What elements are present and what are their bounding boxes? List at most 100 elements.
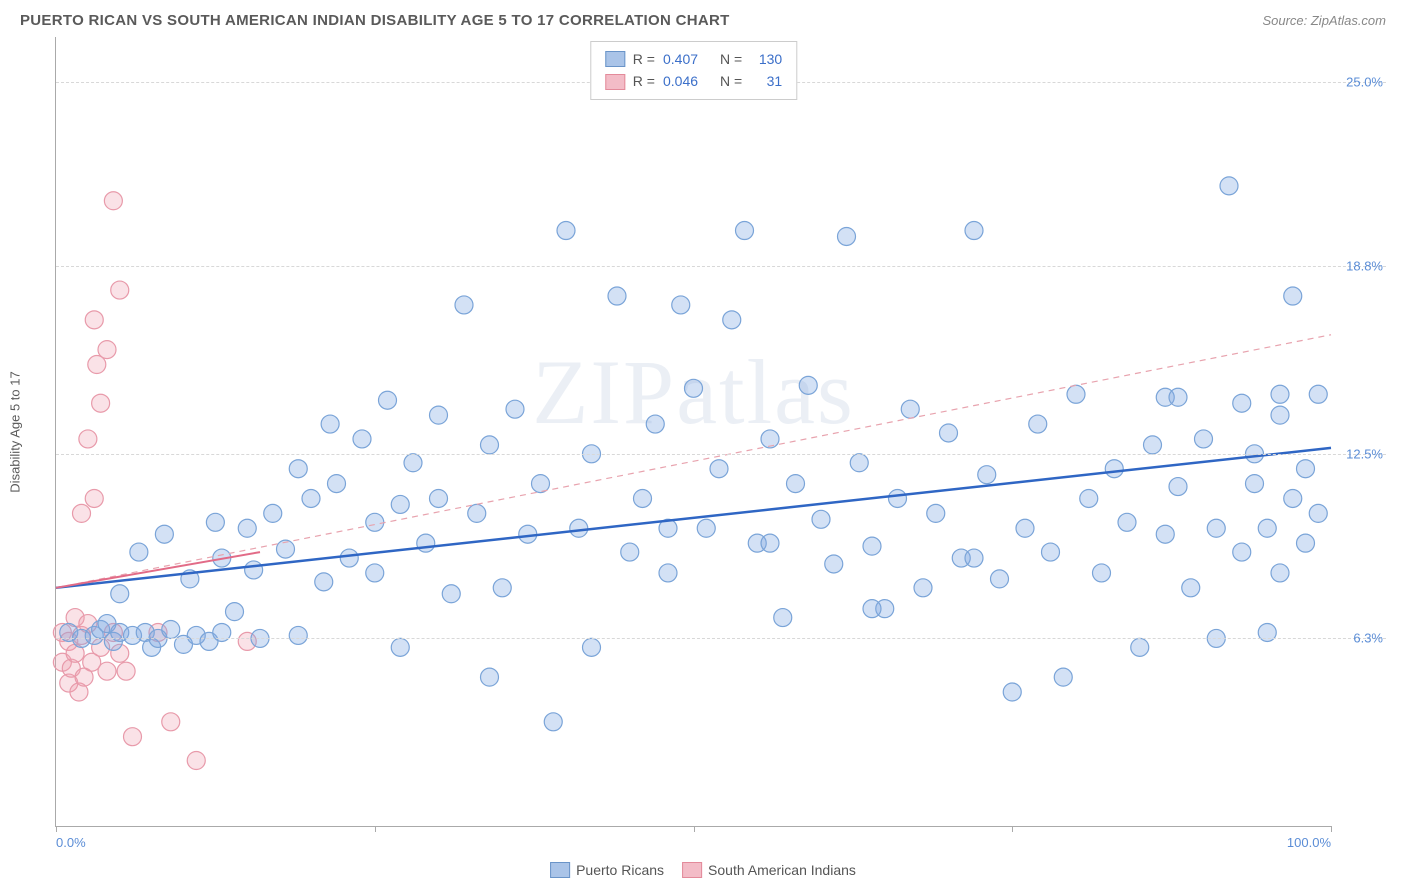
data-point xyxy=(965,222,983,240)
legend-item-puerto-ricans: Puerto Ricans xyxy=(550,862,664,878)
xtick xyxy=(1012,826,1013,832)
data-point xyxy=(672,296,690,314)
data-point xyxy=(787,475,805,493)
data-point xyxy=(130,543,148,561)
data-point xyxy=(442,585,460,603)
data-point xyxy=(1297,460,1315,478)
data-point xyxy=(685,379,703,397)
xtick-label: 100.0% xyxy=(1287,835,1331,850)
data-point xyxy=(1105,460,1123,478)
xtick-label: 0.0% xyxy=(56,835,86,850)
data-point xyxy=(1309,504,1327,522)
plot-area: ZIPatlas R = 0.407 N = 130 R = 0.046 N =… xyxy=(55,37,1331,827)
data-point xyxy=(206,513,224,531)
data-point xyxy=(1182,579,1200,597)
data-point xyxy=(1144,436,1162,454)
data-point xyxy=(1054,668,1072,686)
xtick xyxy=(375,826,376,832)
data-point xyxy=(289,626,307,644)
chart-header: PUERTO RICAN VS SOUTH AMERICAN INDIAN DI… xyxy=(0,0,1406,37)
data-point xyxy=(838,227,856,245)
ytick-label: 18.8% xyxy=(1346,259,1383,274)
data-point xyxy=(1169,388,1187,406)
gridline xyxy=(56,638,1386,639)
data-point xyxy=(430,406,448,424)
data-point xyxy=(1156,525,1174,543)
data-point xyxy=(736,222,754,240)
source-prefix: Source: xyxy=(1262,13,1310,28)
xtick xyxy=(694,826,695,832)
data-point xyxy=(92,394,110,412)
data-point xyxy=(583,638,601,656)
data-point xyxy=(889,489,907,507)
data-point xyxy=(73,504,91,522)
data-point xyxy=(430,489,448,507)
legend-r-label: R = xyxy=(633,48,655,70)
legend-swatch-puerto-ricans xyxy=(605,51,625,67)
data-point xyxy=(965,549,983,567)
data-point xyxy=(321,415,339,433)
data-point xyxy=(1271,564,1289,582)
data-point xyxy=(417,534,435,552)
gridline xyxy=(56,266,1386,267)
ytick-label: 12.5% xyxy=(1346,446,1383,461)
data-point xyxy=(940,424,958,442)
data-point xyxy=(481,436,499,454)
data-point xyxy=(1093,564,1111,582)
data-point xyxy=(79,430,97,448)
chart-source: Source: ZipAtlas.com xyxy=(1262,13,1386,28)
data-point xyxy=(1246,475,1264,493)
data-point xyxy=(315,573,333,591)
data-point xyxy=(404,454,422,472)
legend-row-2: R = 0.046 N = 31 xyxy=(605,70,782,92)
data-point xyxy=(825,555,843,573)
data-point xyxy=(570,519,588,537)
data-point xyxy=(1284,287,1302,305)
legend-r-label-2: R = xyxy=(633,70,655,92)
data-point xyxy=(104,192,122,210)
data-point xyxy=(353,430,371,448)
legend-r-value-1: 0.407 xyxy=(663,48,698,70)
data-point xyxy=(117,662,135,680)
data-point xyxy=(85,311,103,329)
data-point xyxy=(481,668,499,686)
legend-r-value-2: 0.046 xyxy=(663,70,698,92)
trend-line xyxy=(56,335,1331,588)
data-point xyxy=(991,570,1009,588)
data-point xyxy=(366,513,384,531)
legend-label-puerto-ricans: Puerto Ricans xyxy=(576,862,664,878)
data-point xyxy=(340,549,358,567)
data-point xyxy=(697,519,715,537)
data-point xyxy=(1284,489,1302,507)
xtick xyxy=(56,826,57,832)
data-point xyxy=(366,564,384,582)
data-point xyxy=(1271,406,1289,424)
data-point xyxy=(710,460,728,478)
data-point xyxy=(927,504,945,522)
legend-item-south-american-indians: South American Indians xyxy=(682,862,856,878)
trend-line xyxy=(56,448,1331,588)
data-point xyxy=(723,311,741,329)
legend-swatch-bottom-puerto-ricans xyxy=(550,862,570,878)
data-point xyxy=(506,400,524,418)
data-point xyxy=(328,475,346,493)
data-point xyxy=(391,495,409,513)
data-point xyxy=(850,454,868,472)
data-point xyxy=(1258,519,1276,537)
data-point xyxy=(1042,543,1060,561)
legend-row-1: R = 0.407 N = 130 xyxy=(605,48,782,70)
data-point xyxy=(863,537,881,555)
data-point xyxy=(1195,430,1213,448)
data-point xyxy=(914,579,932,597)
data-point xyxy=(812,510,830,528)
data-point xyxy=(162,620,180,638)
source-link[interactable]: ZipAtlas.com xyxy=(1311,13,1386,28)
data-point xyxy=(98,341,116,359)
data-point xyxy=(608,287,626,305)
legend-n-value-2: 31 xyxy=(750,70,782,92)
data-point xyxy=(1233,543,1251,561)
data-point xyxy=(659,564,677,582)
data-point xyxy=(761,430,779,448)
data-point xyxy=(1297,534,1315,552)
data-point xyxy=(98,662,116,680)
